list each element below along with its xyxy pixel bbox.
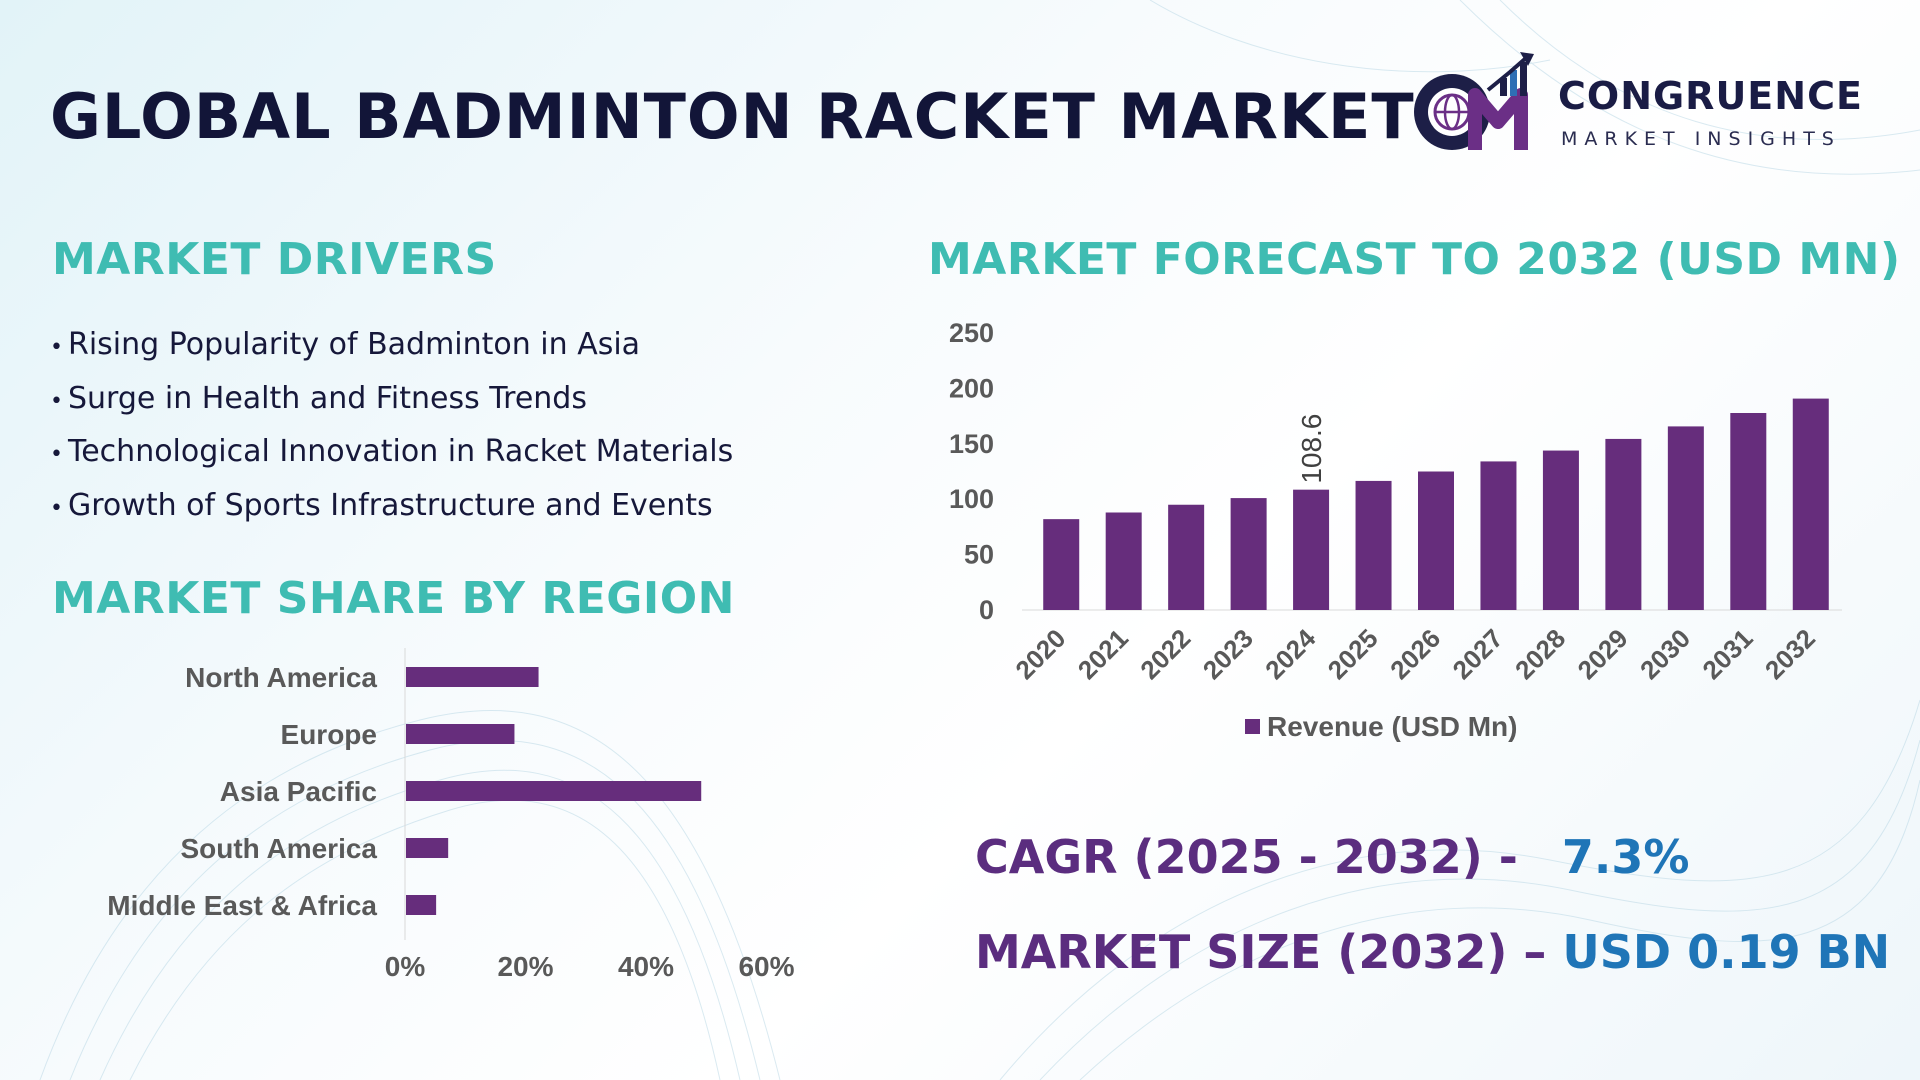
- driver-text: Surge in Health and Fitness Trends: [68, 380, 587, 416]
- forecast-bar: [1293, 489, 1330, 610]
- forecast-y-tick: 150: [949, 429, 994, 459]
- region-bar: [406, 667, 539, 687]
- driver-item: • Surge in Health and Fitness Trends: [50, 376, 733, 430]
- region-bar: [406, 781, 702, 801]
- forecast-x-tick: 2020: [1009, 623, 1071, 685]
- region-label: South America: [180, 833, 377, 864]
- forecast-x-tick: 2030: [1634, 623, 1696, 685]
- market-size-value: USD 0.19 BN: [1562, 925, 1891, 979]
- cagr-value: 7.3%: [1561, 830, 1690, 884]
- forecast-x-tick: 2021: [1072, 623, 1134, 685]
- logo-name: CONGRUENCE: [1558, 74, 1863, 118]
- market-size-label: MARKET SIZE (2032) –: [975, 925, 1547, 979]
- forecast-y-tick: 100: [949, 484, 994, 514]
- forecast-y-tick: 0: [979, 595, 994, 625]
- forecast-x-tick: 2024: [1259, 623, 1321, 685]
- forecast-bar: [1605, 438, 1642, 610]
- region-x-tick: 20%: [497, 951, 553, 982]
- forecast-x-tick: 2025: [1322, 623, 1384, 685]
- region-x-tick: 0%: [385, 951, 426, 982]
- forecast-x-tick: 2027: [1447, 623, 1509, 685]
- market-size-line: MARKET SIZE (2032) – USD 0.19 BN: [975, 925, 1890, 979]
- region-x-tick: 60%: [738, 951, 794, 982]
- legend-label: Revenue (USD Mn): [1267, 711, 1517, 742]
- forecast-bar: [1043, 519, 1080, 610]
- page-title: GLOBAL BADMINTON RACKET MARKET: [50, 80, 1415, 153]
- globe-growth-arrow-icon: [1414, 52, 1534, 150]
- legend-swatch: [1245, 719, 1260, 734]
- drivers-heading: MARKET DRIVERS: [52, 234, 497, 285]
- region-bar: [406, 895, 437, 915]
- company-logo: CONGRUENCE MARKET INSIGHTS: [1400, 50, 1880, 160]
- drivers-list: • Rising Popularity of Badminton in Asia …: [50, 322, 733, 536]
- forecast-bar: [1542, 450, 1579, 610]
- region-label: North America: [185, 662, 377, 693]
- forecast-x-tick: 2023: [1197, 623, 1259, 685]
- region-share-chart: North America Europe Asia Pacific South Ame…: [107, 648, 795, 982]
- region-bar: [406, 724, 515, 744]
- forecast-bar: [1355, 480, 1392, 610]
- forecast-x-tick: 2031: [1696, 623, 1758, 685]
- region-heading: MARKET SHARE BY REGION: [52, 573, 735, 624]
- forecast-bar: [1105, 512, 1142, 610]
- bullet-icon: •: [50, 335, 63, 360]
- bullet-icon: •: [50, 388, 63, 414]
- cagr-line: CAGR (2025 - 2032) - 7.3%: [975, 830, 1689, 884]
- forecast-x-tick: 2032: [1759, 623, 1821, 685]
- driver-text: Rising Popularity of Badminton in Asia: [68, 327, 641, 362]
- logo-tagline: MARKET INSIGHTS: [1561, 128, 1841, 150]
- cagr-label: CAGR (2025 - 2032) -: [975, 830, 1518, 884]
- forecast-bar: [1792, 398, 1829, 610]
- forecast-y-tick: 200: [949, 373, 994, 403]
- region-label: Asia Pacific: [220, 776, 377, 807]
- bullet-icon: •: [50, 442, 63, 467]
- bullet-icon: •: [50, 495, 63, 521]
- forecast-data-label: 108.6: [1296, 414, 1327, 484]
- forecast-bar: [1730, 412, 1767, 610]
- forecast-x-tick: 2028: [1509, 623, 1571, 685]
- forecast-bar: [1168, 504, 1205, 610]
- forecast-bar: [1667, 426, 1704, 610]
- forecast-x-tick: 2022: [1134, 623, 1196, 685]
- forecast-heading: MARKET FORECAST TO 2032 (USD MN): [928, 234, 1901, 285]
- forecast-y-tick: 50: [964, 540, 994, 570]
- driver-item: • Growth of Sports Infrastructure and Eve…: [50, 483, 733, 537]
- region-bar: [406, 838, 449, 858]
- region-label: Europe: [281, 719, 377, 750]
- region-x-tick: 40%: [618, 951, 674, 982]
- driver-text: Technological Innovation in Racket Mater…: [68, 434, 734, 469]
- forecast-bar: [1230, 498, 1267, 610]
- forecast-bar: [1480, 461, 1517, 610]
- forecast-bar: [1418, 471, 1454, 610]
- forecast-x-tick: 2026: [1384, 623, 1446, 685]
- region-label: Middle East & Africa: [107, 890, 377, 921]
- forecast-x-tick: 2029: [1572, 623, 1634, 685]
- forecast-y-tick: 250: [949, 318, 994, 348]
- driver-item: • Technological Innovation in Racket Mate…: [50, 429, 733, 483]
- driver-item: • Rising Popularity of Badminton in Asia: [50, 322, 733, 376]
- driver-text: Growth of Sports Infrastructure and Even…: [68, 487, 713, 523]
